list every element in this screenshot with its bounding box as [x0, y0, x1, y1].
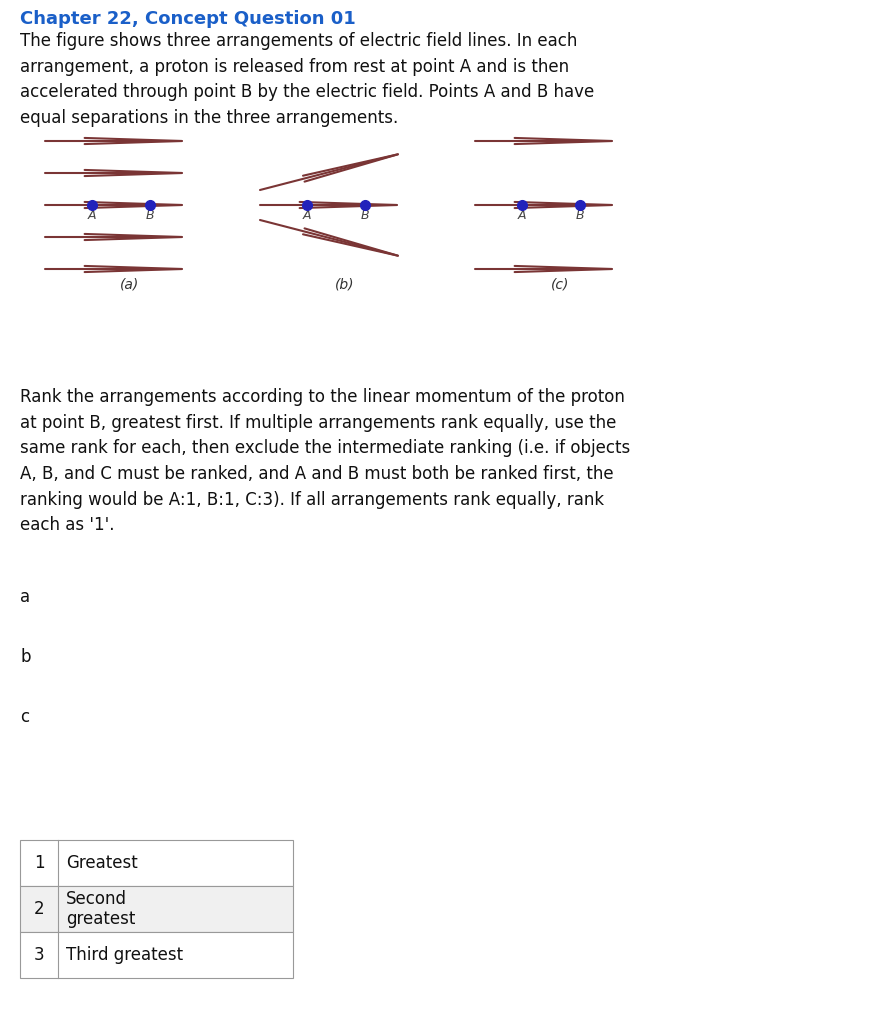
Text: 3: 3: [34, 946, 44, 964]
Text: Chapter 22, Concept Question 01: Chapter 22, Concept Question 01: [20, 10, 355, 28]
Text: 1: 1: [34, 854, 44, 872]
Text: Greatest: Greatest: [66, 854, 138, 872]
Text: B: B: [146, 209, 155, 222]
Text: A: A: [518, 209, 526, 222]
Text: (b): (b): [335, 278, 354, 292]
Text: c: c: [20, 708, 29, 726]
Text: A: A: [88, 209, 96, 222]
Text: Third greatest: Third greatest: [66, 946, 183, 964]
Text: 2: 2: [34, 900, 44, 918]
Text: B: B: [575, 209, 584, 222]
Text: a: a: [20, 588, 30, 606]
Bar: [20, 932, 293, 978]
Text: A: A: [302, 209, 311, 222]
Bar: [20, 886, 293, 932]
Text: Second
greatest: Second greatest: [66, 890, 135, 929]
Text: b: b: [20, 648, 31, 666]
Text: Rank the arrangements according to the linear momentum of the proton
at point B,: Rank the arrangements according to the l…: [20, 388, 630, 535]
Text: (c): (c): [551, 278, 569, 292]
Text: (a): (a): [120, 278, 140, 292]
Text: B: B: [361, 209, 370, 222]
Bar: [20, 840, 293, 886]
Text: The figure shows three arrangements of electric field lines. In each
arrangement: The figure shows three arrangements of e…: [20, 32, 594, 127]
